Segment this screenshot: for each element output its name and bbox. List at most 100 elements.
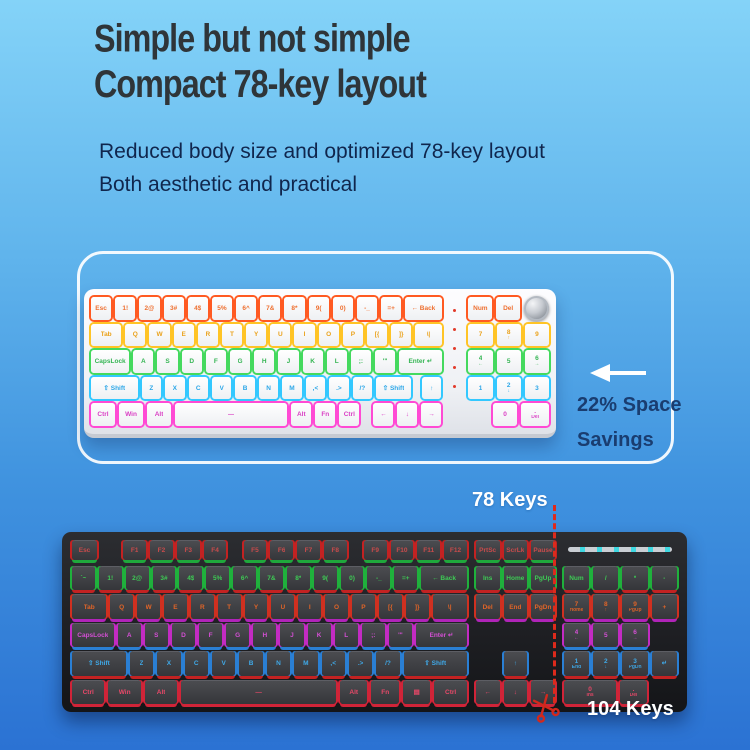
- key-: +: [651, 594, 677, 619]
- key-2: 2 ↓: [593, 651, 619, 676]
- key-5: 5: [496, 350, 521, 373]
- key-y: Y: [246, 323, 267, 347]
- key-t: T: [217, 594, 241, 619]
- key-b: B: [235, 376, 255, 400]
- key-row: `~ 1! 2@ 3# 4$ 5% 6^ 7& 8* 9(0) -_ =+ ← Back: [72, 566, 467, 591]
- key-esc: Esc: [91, 297, 112, 320]
- key-row: ⇧ Shift Z X C V B N M ,< .>/? ⇧ Shift: [72, 651, 467, 676]
- key-: .>: [348, 651, 373, 676]
- key-back: ← Back: [405, 297, 442, 320]
- key-r: R: [197, 323, 218, 347]
- key-: ]}: [391, 323, 412, 347]
- key-o: O: [318, 323, 339, 347]
- key-7: 7: [468, 323, 493, 347]
- key-z: Z: [129, 651, 154, 676]
- key-alt: Alt: [144, 679, 178, 705]
- key-f4: F4: [203, 540, 227, 560]
- key-: \|: [415, 323, 442, 347]
- key-: '": [375, 350, 396, 373]
- key-shift: ⇧ Shift: [376, 376, 412, 400]
- key-: =+: [394, 566, 418, 591]
- key-t: T: [221, 323, 243, 347]
- key-row: Del End PgDn: [475, 594, 555, 619]
- key-block: Num / * -7 Home 8 ↑ 9 PgUp +4 ← 5 6 → 1 End 2 ↓ 3 PgDn ↵ 0 Ins…: [563, 540, 677, 705]
- key-esc: Esc: [72, 540, 98, 560]
- key-b: B: [239, 651, 263, 676]
- key-m: M: [282, 376, 302, 400]
- black-keyboard-104key: Esc F1 F2 F3 F4 F5 F6 F7 F8 F9 F10 F11 F12 `~ 1! 2@ 3# 4$…: [62, 532, 687, 712]
- key-ins: Ins: [475, 566, 500, 591]
- key-1: 1!: [98, 566, 122, 591]
- key-1: 1!: [115, 297, 136, 320]
- key-n: N: [266, 651, 291, 676]
- key-5: 5: [593, 622, 619, 648]
- key-win: Win: [108, 679, 141, 705]
- key-w: W: [149, 323, 170, 347]
- key-f6: F6: [270, 540, 294, 560]
- label-78-keys: 78 Keys: [472, 489, 548, 511]
- key-row: ↑: [476, 651, 555, 676]
- key-enter: Enter ↵: [399, 350, 442, 373]
- key-row: 4 ← 5 6 →: [563, 622, 677, 648]
- key-5: 5%: [206, 566, 230, 591]
- key-ctrl: Ctrl: [72, 679, 105, 705]
- subtitle-line-2: Both aesthetic and practical: [99, 172, 357, 196]
- left-arrow-icon: [590, 364, 646, 382]
- label-104-keys: 104 Keys: [587, 698, 674, 720]
- key-row: Tab Q W E R T Y U I O P[{]} \|: [91, 323, 442, 347]
- cut-line: [553, 505, 556, 703]
- key-ctrl: Ctrl: [91, 403, 116, 426]
- key-6: 6 →: [622, 622, 648, 648]
- key-: [{: [378, 594, 402, 619]
- key-h: H: [254, 350, 275, 373]
- key-block: Num Del 7 8 ↑ 9 4 ← 5 6 → 1 2 ↓ 3 0. Del: [468, 295, 550, 426]
- key-: [{: [366, 323, 388, 347]
- key-row: 4 ← 5 6 →: [468, 350, 549, 373]
- key-home: Home: [503, 566, 528, 591]
- key-8: 8*: [286, 566, 310, 591]
- volume-knob: [524, 295, 550, 321]
- key-pgup: PgUp: [531, 566, 555, 591]
- key-row: [564, 540, 677, 560]
- key-fn: Fn: [371, 679, 399, 705]
- key-block: Esc 1! 2@ 3# 4$ 5% 6^ 7& 8* 9(0) -_ =+ ← Back Tab Q W E R…: [91, 297, 442, 426]
- key-3: 3#: [163, 297, 184, 320]
- key-num: Num: [468, 297, 493, 320]
- key-: —: [175, 403, 288, 426]
- key-l: L: [334, 622, 358, 648]
- key-v: V: [211, 376, 232, 400]
- key-: ←: [475, 679, 500, 705]
- key-capslock: CapsLock: [91, 350, 130, 373]
- key-: →: [421, 403, 442, 426]
- key-1: 1 End: [563, 651, 590, 676]
- page-title: Simple but not simple Compact 78-key lay…: [94, 16, 427, 107]
- key-: ↓: [503, 679, 528, 705]
- key-6: 6^: [233, 566, 257, 591]
- key-row: Tab Q W E R T Y U I O P[{]} \|: [72, 594, 467, 619]
- key-row: CapsLock A S D F G H J K L;: '" Enter ↵: [72, 622, 467, 648]
- key-pause: Pause: [531, 540, 555, 560]
- key-q: Q: [110, 594, 134, 619]
- key-2: 2@: [139, 297, 160, 320]
- key-del: Del: [496, 297, 521, 320]
- key-6: 6 →: [524, 350, 549, 373]
- key-f2: F2: [150, 540, 173, 560]
- key-row: Ctrl Win Alt — Alt Fn Ctrl ← ↓ →: [91, 403, 442, 426]
- key-row: [476, 623, 555, 647]
- key-: -_: [356, 297, 378, 320]
- key-row: Ctrl Win Alt — Alt Fn ▤ Ctrl: [72, 679, 467, 705]
- key-g: G: [226, 622, 250, 648]
- key-r: R: [190, 594, 214, 619]
- key-row: Ins Home PgUp: [475, 566, 555, 591]
- space-savings-label: 22% Space Savings: [577, 388, 697, 458]
- key-7: 7&: [260, 566, 283, 591]
- key-n: N: [258, 376, 279, 400]
- key-win: Win: [119, 403, 144, 426]
- key-f: F: [205, 350, 226, 373]
- key-capslock: CapsLock: [72, 622, 114, 648]
- key-m: M: [294, 651, 318, 676]
- key-f8: F8: [323, 540, 347, 560]
- key-: ↑: [503, 651, 528, 676]
- key-e: E: [164, 594, 187, 619]
